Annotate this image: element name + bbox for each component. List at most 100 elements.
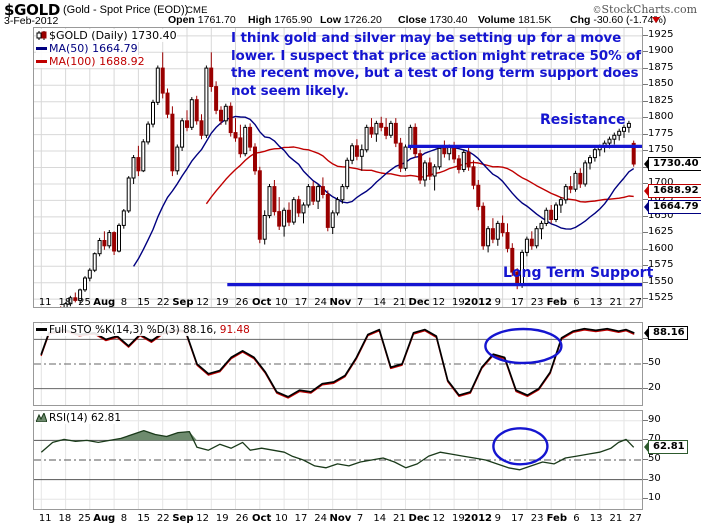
stochastic-plot [34,323,642,405]
stochastic-callout: 88.16 [644,325,688,340]
stoch-d-value: 91.48 [219,324,250,336]
x-axis-tick: Dec [408,297,430,308]
x-axis-tick: 8 [120,513,128,524]
price-axis-tick-mark [643,150,648,152]
price-axis-tick-mark [643,248,648,250]
x-axis-tick: 27 [629,513,642,524]
symbol-ticker: $GOLD [4,1,61,19]
x-axis-tick: 2012 [464,513,493,524]
price-axis-tick: 1600 [648,242,674,254]
price-axis-tick-mark [643,117,648,119]
stochastic-axis-tick-mark [643,363,648,364]
x-axis-tick: 17 [294,297,308,308]
stoch-color-swatch-icon [36,327,47,331]
x-axis-tick: 23 [530,297,544,308]
ma100-legend: MA(100) 1688.92 [36,55,145,68]
x-axis-tick: 22 [156,297,170,308]
quote-close: Close 1730.40 [398,14,468,26]
x-axis-tick: 27 [629,297,642,308]
x-axis-tick: 18 [58,513,72,524]
price-axis-tick: 1800 [648,111,674,123]
quote-high: High 1765.90 [248,14,313,26]
price-axis-tick: 1850 [648,78,674,90]
rsi-axis-tick: 30 [648,472,661,484]
price-axis-tick: 1875 [648,61,674,73]
x-axis-tick: Dec [408,513,430,524]
stockcharts-watermark: ©StockCharts.com [592,3,698,16]
price-axis-tick-mark [643,281,648,283]
price-legend-text: $GOLD (Daily) 1730.40 [49,29,177,42]
price-axis-tick-mark [643,51,648,53]
rsi-callout: 62.81 [644,440,688,455]
x-axis-tick: 25 [78,513,91,524]
ma50-legend: MA(50) 1664.79 [36,42,138,55]
price-axis-tick: 1650 [648,209,674,221]
stochastic-axis-tick: 50 [648,357,661,368]
rsi-axis-tick: 90 [648,413,661,425]
x-axis-tick: 17 [511,513,524,524]
price-callout: 1730.40 [644,156,701,171]
stochastic-axis-tick: 20 [648,381,661,393]
x-axis-tick: 23 [530,513,544,524]
x-axis-tick: Nov [329,513,352,524]
watermark-text: StockCharts.com [601,3,698,16]
x-axis-tick: 12 [432,297,446,308]
x-axis-tick: 17 [294,513,308,524]
price-axis-tick: 1675 [648,193,674,205]
x-axis-tick: 26 [235,513,249,524]
price-axis-tick: 1525 [648,292,674,304]
x-axis-tick: Sep [172,513,194,524]
ma100-color-swatch-icon [36,59,47,63]
ma100-callout: 1688.92 [644,184,701,199]
rsi-axis-tick: 10 [648,492,661,504]
x-axis-tick: 13 [589,513,603,524]
price-axis-tick-mark [643,232,648,234]
analyst-annotation: I think gold and silver may be setting u… [231,30,642,99]
price-axis-tick: 1775 [648,127,674,139]
price-axis-tick: 1925 [648,28,674,40]
price-axis-tick-mark [643,67,648,69]
x-axis-tick: 6 [573,513,580,524]
stoch-legend-text: Full STO %K(14,3) %D(3) [49,324,184,336]
x-axis-tick: 10 [274,513,288,524]
x-axis-tick: 14 [373,513,387,524]
price-axis-tick-mark [643,182,648,184]
x-axis-tick: 19 [452,297,465,308]
rsi-axis-tick-mark [643,459,648,460]
x-axis-tick: 11 [38,297,52,308]
x-axis-tick: 9 [494,513,501,524]
x-axis-tick: 26 [235,297,249,308]
x-axis-tick: Sep [172,297,194,308]
ma50-legend-text: MA(50) 1664.79 [49,42,138,55]
x-axis-tick: 13 [589,297,603,308]
x-axis-tick: 2012 [464,297,493,308]
x-axis-tick: 19 [215,297,229,308]
x-axis-tick: 10 [274,297,288,308]
price-plot [34,28,642,307]
x-axis-tick: 22 [156,513,170,524]
price-axis-tick-mark [643,298,648,300]
chart-header: $GOLD (Gold - Spot Price (EOD)) CME ©Sto… [0,0,701,27]
x-axis-tick: 15 [137,513,150,524]
rsi-axis-tick: 50 [648,453,661,464]
ma100-legend-text: MA(100) 1688.92 [49,55,145,68]
rsi-axis-tick-mark [643,419,648,421]
quote-open: Open 1761.70 [168,14,236,26]
x-axis-tick: 25 [78,297,91,308]
x-axis-tick: 24 [314,513,328,524]
resistance-label: Resistance [540,112,626,128]
price-axis-tick: 1550 [648,275,674,287]
x-axis-tick: 8 [120,297,128,308]
x-axis-tick: Aug [93,297,116,308]
symbol-description: (Gold - Spot Price (EOD)) [63,4,189,16]
price-axis-tick-mark [643,199,648,201]
price-axis-tick: 1625 [648,226,674,238]
rsi-legend-text: RSI(14) 62.81 [49,412,122,424]
x-axis-tick: 21 [393,513,406,524]
x-axis-tick: 24 [314,297,328,308]
exchange-label: CME [186,5,208,16]
price-axis-tick: 1750 [648,144,674,156]
x-axis-tick: Feb [546,513,567,524]
quote-change: Chg -30.60 (-1.74%) [570,14,667,26]
